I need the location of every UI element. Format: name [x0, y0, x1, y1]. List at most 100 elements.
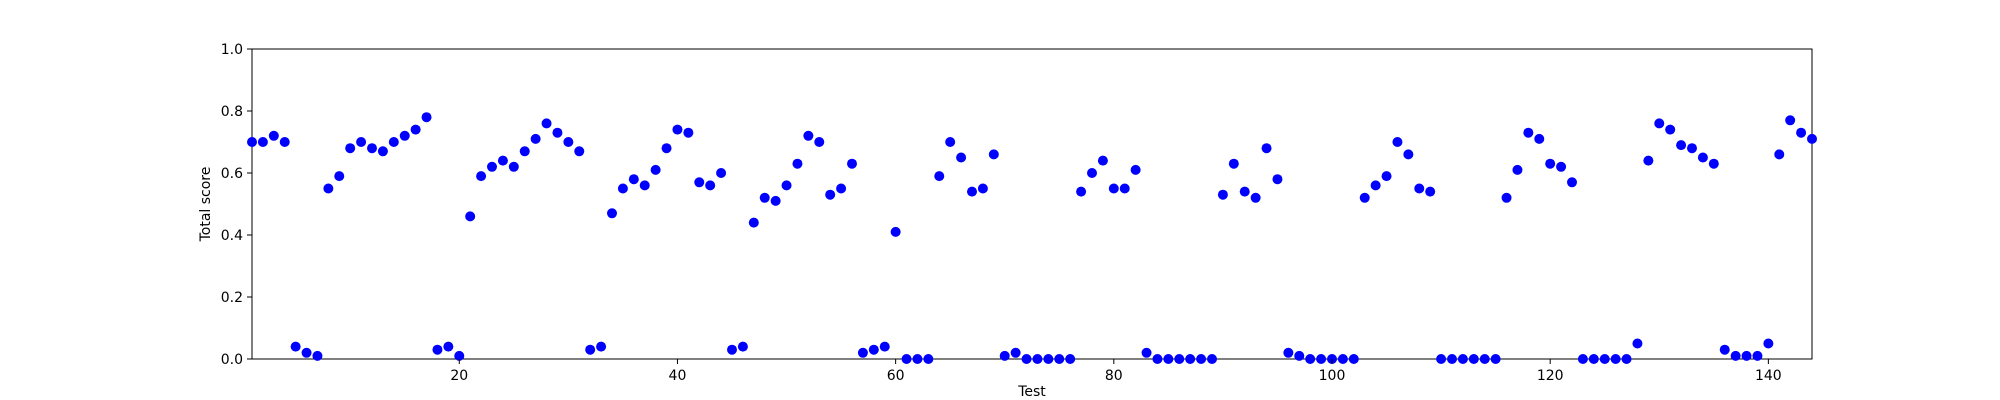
data-point	[672, 124, 683, 135]
data-point	[1130, 164, 1141, 175]
data-point	[574, 146, 585, 157]
data-point	[901, 354, 912, 364]
data-point	[683, 127, 694, 138]
data-point	[1217, 189, 1228, 200]
y-tick-label: 0.0	[221, 352, 243, 368]
plot-area	[251, 48, 1813, 360]
data-point	[301, 347, 312, 358]
x-tick-label: 100	[1319, 368, 1346, 384]
data-point	[825, 189, 836, 200]
data-point	[1381, 171, 1392, 182]
data-point	[1774, 149, 1785, 160]
data-point	[552, 127, 563, 138]
data-point	[814, 137, 825, 147]
data-point	[1523, 127, 1534, 138]
data-point	[1272, 174, 1283, 185]
x-tick-label: 140	[1755, 368, 1782, 384]
data-point	[1697, 152, 1708, 163]
data-point	[1065, 354, 1076, 364]
data-point	[1708, 158, 1719, 169]
data-point	[1468, 354, 1479, 364]
plot-frame	[251, 48, 1813, 360]
data-point	[661, 143, 672, 154]
data-point	[1239, 186, 1250, 197]
data-point	[279, 137, 290, 147]
data-point	[628, 174, 639, 185]
data-point	[977, 183, 988, 194]
y-tick-label: 0.2	[221, 290, 243, 306]
data-point	[1076, 186, 1087, 197]
data-point	[519, 146, 530, 157]
data-point	[1392, 137, 1403, 147]
data-point	[487, 161, 497, 172]
data-point	[879, 341, 890, 352]
data-point	[1294, 350, 1305, 361]
data-point	[1185, 354, 1196, 364]
data-point	[1457, 354, 1468, 364]
data-point	[1316, 354, 1327, 364]
data-point	[596, 341, 607, 352]
data-point	[323, 183, 334, 194]
x-axis-label: Test	[1017, 384, 1046, 400]
data-point	[945, 137, 956, 147]
data-point	[1632, 338, 1643, 349]
y-tick-label: 0.8	[221, 104, 243, 120]
data-point	[956, 152, 967, 163]
data-point	[1370, 180, 1381, 191]
data-point	[1108, 183, 1119, 194]
x-axis-ticks: 20 40 60 80 100 120 140	[450, 359, 1782, 384]
data-point	[1752, 350, 1763, 361]
data-point	[399, 130, 410, 141]
data-point	[1010, 347, 1021, 358]
data-point	[847, 158, 857, 169]
y-axis-label: Total score	[198, 167, 214, 243]
data-point	[1087, 168, 1097, 178]
data-point	[1479, 354, 1490, 364]
data-point	[432, 344, 443, 355]
data-point	[1207, 354, 1217, 364]
data-point	[705, 180, 716, 191]
x-tick-label: 120	[1537, 368, 1564, 384]
data-point	[541, 118, 552, 129]
data-point	[1577, 354, 1588, 364]
data-point	[1032, 354, 1043, 364]
data-point	[1796, 127, 1807, 138]
data-point	[1163, 354, 1174, 364]
data-point	[476, 171, 487, 182]
data-point	[1305, 354, 1316, 364]
data-point	[737, 341, 748, 352]
data-point	[967, 186, 977, 197]
data-point	[1359, 192, 1370, 203]
x-tick-label: 60	[887, 368, 905, 384]
data-point	[257, 137, 268, 147]
data-point	[639, 180, 650, 191]
data-point	[410, 124, 421, 135]
data-point	[421, 112, 432, 123]
data-point	[1021, 354, 1032, 364]
y-tick-label: 0.4	[221, 228, 243, 244]
data-point	[1676, 140, 1687, 151]
data-point	[1403, 149, 1414, 160]
data-point	[377, 146, 388, 157]
data-point	[1348, 354, 1359, 364]
data-point	[334, 171, 345, 182]
x-tick-label: 80	[1105, 368, 1123, 384]
data-point	[1097, 155, 1108, 166]
data-point	[770, 195, 781, 206]
data-point	[1490, 354, 1501, 364]
data-point	[1436, 354, 1447, 364]
data-point	[759, 192, 770, 203]
data-point	[1807, 133, 1817, 144]
data-point	[1730, 350, 1741, 361]
data-point	[748, 217, 759, 228]
data-point	[1141, 347, 1152, 358]
x-tick-label: 40	[669, 368, 687, 384]
data-point	[781, 180, 792, 191]
data-point	[1043, 354, 1054, 364]
data-point	[585, 344, 596, 355]
y-axis-ticks: 0.0 0.2 0.4 0.6 0.8 1.0	[221, 42, 252, 368]
data-point	[727, 344, 737, 355]
data-point	[694, 177, 705, 188]
data-point	[1414, 183, 1425, 194]
